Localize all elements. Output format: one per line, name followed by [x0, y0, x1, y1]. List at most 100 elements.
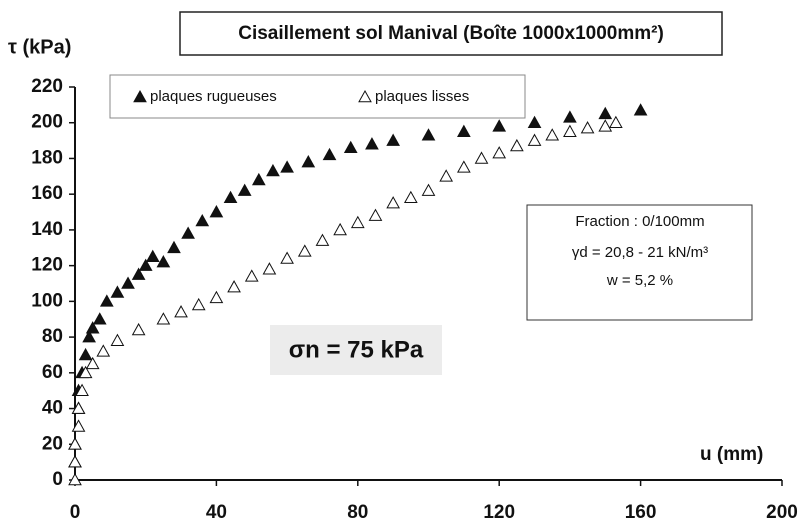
point: [492, 146, 507, 159]
point: [386, 133, 400, 146]
point: [333, 222, 347, 236]
point: [598, 119, 613, 132]
sigma-label: σn = 75 kPa: [289, 336, 424, 363]
point: [237, 183, 252, 196]
point: [71, 401, 86, 414]
legend-box: [109, 74, 526, 119]
point: [262, 262, 277, 275]
point: [609, 115, 623, 129]
point: [131, 322, 146, 336]
point: [251, 172, 266, 186]
point: [322, 147, 337, 161]
point: [209, 290, 224, 304]
point: [96, 344, 111, 357]
y-tick-label: 160: [31, 183, 63, 204]
title-box: [179, 11, 723, 56]
y-tick-label: 100: [31, 290, 63, 311]
point: [145, 249, 160, 263]
point: [633, 103, 648, 116]
annotation: γd = 20,8 - 21 kN/m³: [572, 244, 708, 261]
legend-label: plaques rugueuses: [150, 88, 277, 105]
legend-marker: [133, 89, 147, 103]
point: [156, 312, 171, 325]
y-tick-label: 40: [42, 398, 63, 419]
legend-label: plaques lisses: [375, 88, 469, 105]
point: [457, 124, 471, 137]
point: [174, 305, 188, 318]
x-tick-label: 160: [625, 502, 657, 523]
chart-title: Cisaillement sol Manival (Boîte 1000x100…: [238, 23, 664, 44]
point: [492, 119, 507, 132]
point: [280, 251, 294, 264]
point: [301, 154, 316, 168]
point: [85, 356, 100, 370]
point: [315, 233, 330, 246]
point: [563, 124, 577, 137]
x-tick-label: 120: [483, 502, 515, 523]
point: [227, 280, 241, 293]
point: [209, 205, 224, 218]
point: [457, 160, 471, 173]
y-tick-label: 20: [42, 433, 63, 454]
point: [223, 190, 238, 204]
y-tick-label: 200: [31, 112, 63, 133]
annotation-box: [526, 204, 753, 321]
point: [580, 121, 595, 134]
point: [78, 365, 93, 379]
point: [181, 226, 195, 239]
point: [439, 169, 454, 182]
point: [343, 140, 358, 154]
sigma-box: [270, 325, 442, 375]
point: [474, 151, 489, 164]
point: [71, 419, 86, 432]
point: [421, 128, 436, 141]
point: [68, 472, 82, 486]
point: [527, 115, 542, 129]
point: [421, 183, 436, 196]
y-tick-label: 220: [31, 76, 63, 97]
point: [403, 190, 418, 204]
point: [368, 208, 383, 221]
point: [527, 133, 542, 146]
point: [156, 255, 171, 268]
y-tick-label: 80: [42, 326, 63, 347]
point: [195, 213, 210, 227]
point: [131, 267, 146, 280]
y-tick-label: 140: [31, 219, 63, 240]
y-tick-label: 120: [31, 255, 63, 276]
point: [68, 455, 82, 468]
point: [99, 294, 114, 307]
y-tick-label: 60: [42, 362, 63, 383]
point: [167, 240, 181, 254]
point: [121, 276, 135, 289]
x-tick-label: 80: [347, 502, 368, 523]
point: [510, 138, 524, 152]
legend-marker: [358, 89, 372, 103]
point: [297, 244, 312, 257]
point: [78, 347, 93, 361]
x-tick-label: 40: [206, 502, 227, 523]
point: [191, 297, 206, 311]
point: [386, 196, 400, 209]
y-tick-label: 180: [31, 147, 63, 168]
point: [110, 333, 125, 346]
y-tick-label: 0: [52, 469, 63, 490]
point: [138, 258, 153, 271]
point: [68, 437, 82, 450]
point: [563, 110, 577, 123]
point: [92, 312, 107, 325]
point: [545, 128, 560, 141]
point: [598, 106, 613, 120]
point: [244, 269, 259, 282]
point: [85, 321, 100, 334]
point: [266, 163, 280, 177]
point: [110, 285, 125, 298]
point: [75, 383, 89, 396]
point: [280, 160, 294, 173]
y-axis-label: τ (kPa): [8, 36, 71, 58]
point: [350, 215, 365, 229]
x-tick-label: 200: [766, 502, 798, 523]
annotation: Fraction : 0/100mm: [575, 213, 704, 230]
annotation: w = 5,2 %: [606, 272, 673, 289]
